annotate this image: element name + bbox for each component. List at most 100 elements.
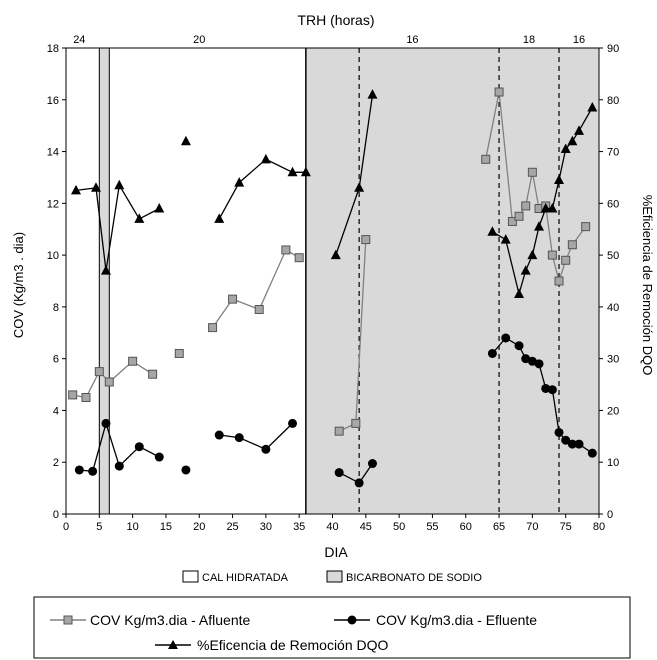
series-0-point <box>361 235 371 245</box>
series-1-point <box>334 468 344 478</box>
series-2-point <box>300 166 311 177</box>
series-2-point <box>534 221 545 231</box>
series-2-point <box>514 288 525 298</box>
series-1-point <box>547 385 557 395</box>
x-tick-label: 55 <box>426 521 438 533</box>
series-0-point <box>554 276 564 286</box>
series-2-point <box>70 184 81 195</box>
series-1-point <box>554 427 564 437</box>
series-2-point <box>560 143 571 153</box>
series-1-point <box>567 439 577 449</box>
x-tick-label: 65 <box>493 521 505 533</box>
series-1-point <box>74 465 84 475</box>
x-tick-label: 20 <box>193 521 205 533</box>
series-1-point <box>574 439 584 449</box>
series-2-point <box>287 166 298 177</box>
series-0-point <box>481 154 491 164</box>
series-2-point <box>527 249 538 260</box>
series-1-point <box>154 452 164 462</box>
series-0-point <box>561 255 571 265</box>
top-segment-label-0: 24 <box>73 34 85 46</box>
x-tick-label: 25 <box>226 521 238 533</box>
series-1-point <box>561 435 571 445</box>
series-2-point <box>554 174 565 185</box>
series-2-point <box>90 182 101 192</box>
x-tick-label: 5 <box>96 521 102 533</box>
series-1-point <box>101 418 111 428</box>
series-2-point <box>520 265 531 275</box>
region-legend-swatch-bicarbonato <box>326 570 343 583</box>
region-bicarbonato-narrow <box>99 48 110 514</box>
x-tick-label: 15 <box>160 521 172 533</box>
y-left-tick-label: 10 <box>47 250 59 262</box>
legend-marker-afluente <box>63 615 73 625</box>
series-1-point <box>181 465 191 475</box>
series-0-point <box>567 240 577 250</box>
series-1-point <box>114 461 124 471</box>
series-0-point <box>514 211 524 221</box>
y-right-tick-label: 20 <box>607 405 619 417</box>
series-0-point <box>581 222 591 232</box>
x-tick-label: 75 <box>560 521 572 533</box>
series-1-point <box>534 359 544 369</box>
series-0-line-2 <box>212 248 300 328</box>
x-tick-label: 45 <box>360 521 372 533</box>
series-1-point <box>587 448 597 458</box>
series-2-point <box>234 177 245 187</box>
y-left-tick-label: 12 <box>47 198 59 210</box>
top-segment-label-1: 20 <box>193 34 205 46</box>
series-0-point <box>208 323 218 333</box>
series-0-point <box>494 87 504 97</box>
series-1-line-2 <box>219 422 293 451</box>
series-0-point <box>281 245 291 255</box>
y-right-tick-label: 60 <box>607 198 619 210</box>
series-1-point <box>261 444 271 454</box>
series-0-point <box>128 356 138 366</box>
y-right-tick-label: 70 <box>607 147 619 159</box>
series-0-point <box>334 426 344 436</box>
series-1-point <box>288 418 298 428</box>
x-tick-label: 70 <box>526 521 538 533</box>
y-right-tick-label: 0 <box>607 509 613 521</box>
y-left-tick-label: 16 <box>47 95 59 107</box>
series-0-point <box>104 377 114 387</box>
series-2-point <box>487 226 498 236</box>
y-left-tick-label: 18 <box>47 43 59 55</box>
series-2-point <box>114 179 125 190</box>
y-left-tick-label: 4 <box>53 405 59 417</box>
region-legend: CAL HIDRATADA BICARBONATO DE SODIO <box>182 570 482 584</box>
series-legend: COV Kg/m3.dia - Afluente COV Kg/m3.dia -… <box>33 596 631 659</box>
series-2-line-0 <box>75 183 160 271</box>
y-right-tick-label: 90 <box>607 43 619 55</box>
x-tick-label: 30 <box>260 521 272 533</box>
series-0-point <box>521 201 531 211</box>
series-0-point <box>228 294 238 304</box>
x-tick-label: 10 <box>127 521 139 533</box>
series-0-point <box>94 367 104 377</box>
legend-label-efluente: COV Kg/m3.dia - Efluente <box>376 612 537 628</box>
y-left-tick-label: 14 <box>47 147 59 159</box>
series-0-point <box>174 348 184 358</box>
top-segment-label-3: 18 <box>523 34 535 46</box>
series-1-point <box>514 341 524 351</box>
x-tick-label: 0 <box>63 521 69 533</box>
series-0-point <box>507 216 517 226</box>
series-2-point <box>180 135 191 146</box>
x-tick-label: 80 <box>593 521 605 533</box>
x-tick-label: 35 <box>293 521 305 533</box>
region-legend-label-bicarbonato: BICARBONATO DE SODIO <box>346 572 482 584</box>
series-2-point <box>574 125 585 135</box>
series-1-point <box>487 348 497 358</box>
series-0-point <box>294 253 304 263</box>
series-2-point <box>540 203 551 213</box>
series-1-point <box>214 430 224 440</box>
series-2-point <box>587 102 598 112</box>
plot-area: 0 5 10 15 20 25 30 35 40 45 50 55 60 65 70 75 8002468101… <box>47 34 620 533</box>
series-2-point <box>367 89 378 99</box>
series-1-point <box>354 478 364 488</box>
series-2-point <box>214 213 225 223</box>
y-right-tick-label: 50 <box>607 250 619 262</box>
series-2-point <box>547 203 558 213</box>
legend-marker-efluente <box>347 615 357 625</box>
